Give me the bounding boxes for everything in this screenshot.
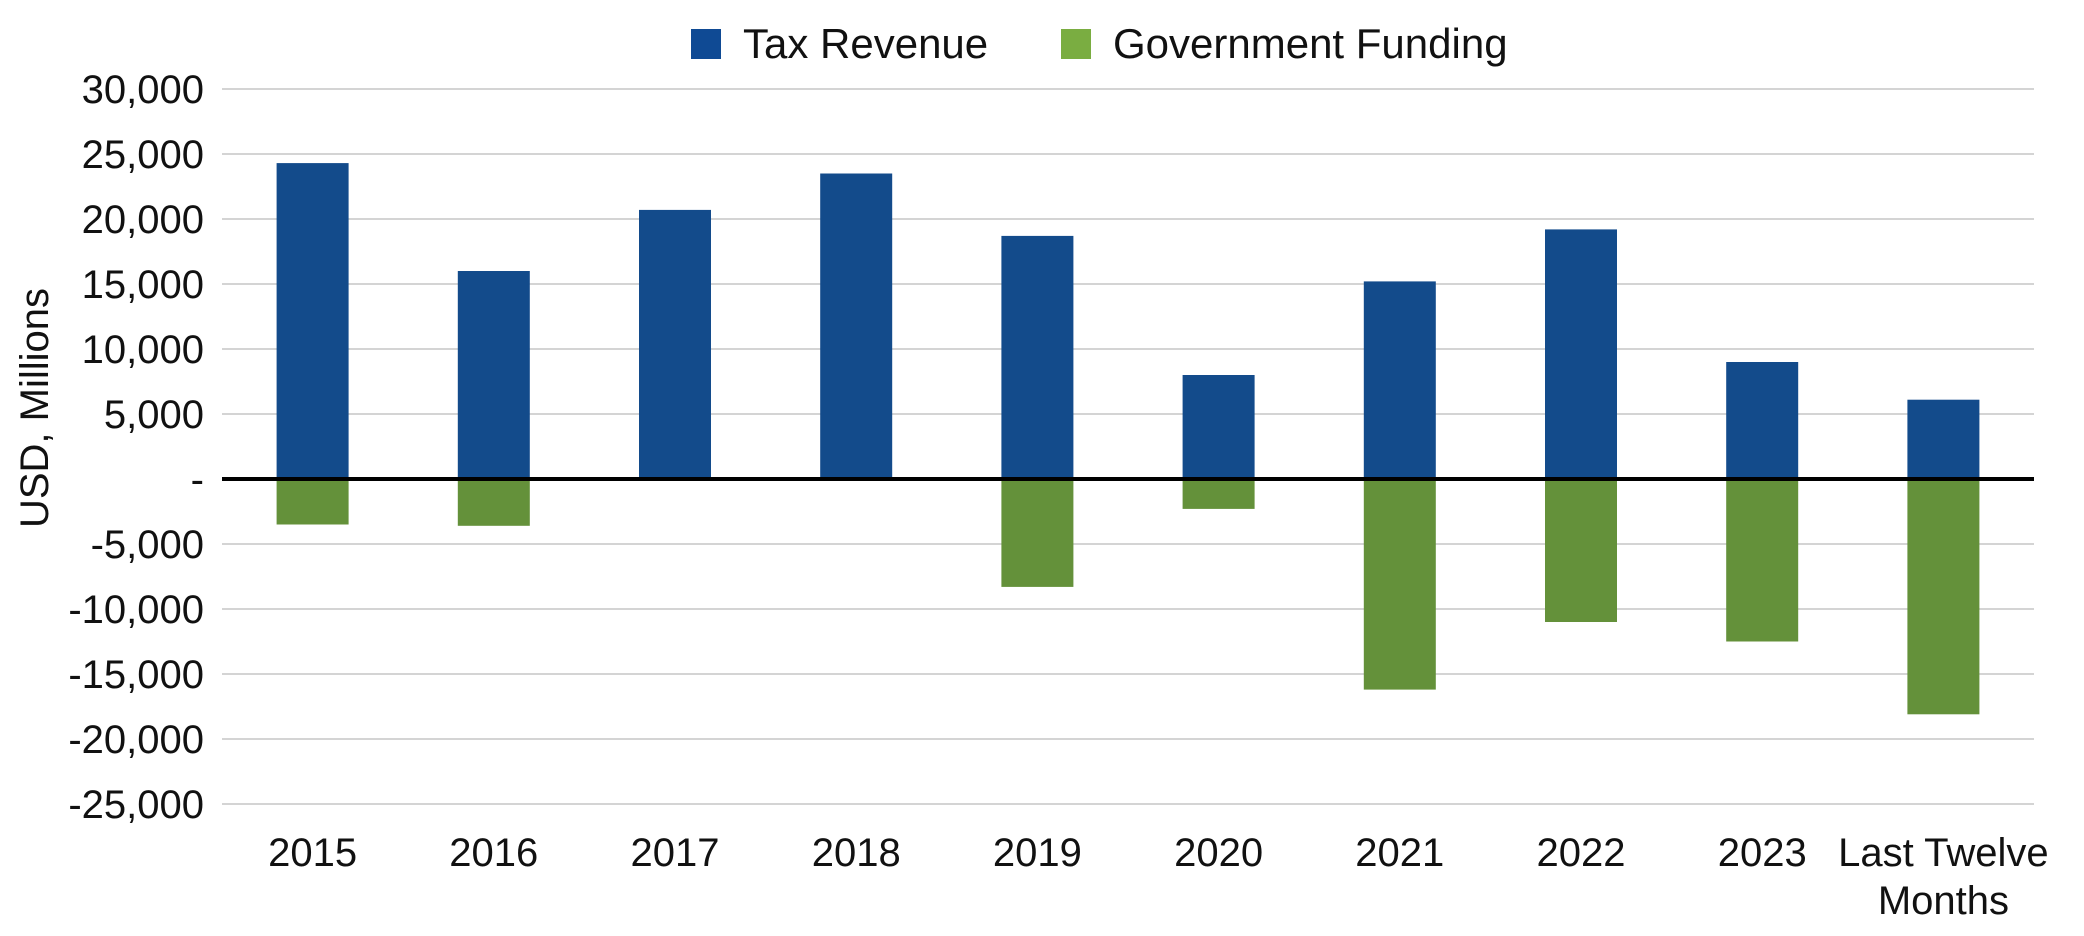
legend-swatch-tax-revenue xyxy=(691,29,721,59)
x-tick-label: 2020 xyxy=(1174,831,1263,875)
bar-government-funding-6 xyxy=(1363,479,1436,690)
x-tick-label: Last Twelve Months xyxy=(1838,831,2049,923)
bar-government-funding-0 xyxy=(276,479,349,525)
bar-government-funding-7 xyxy=(1545,479,1617,622)
bar-tax-revenue-1 xyxy=(457,271,530,479)
y-tick-label: -10,000 xyxy=(68,588,204,632)
y-tick-label: 25,000 xyxy=(82,133,204,177)
bar-tax-revenue-0 xyxy=(276,163,349,479)
x-tick-labels: 2015 2016 2017 2018 2019 2020 2021 2022 2023 Last… xyxy=(268,831,2049,923)
bar-government-funding-1 xyxy=(457,479,530,526)
bar-tax-revenue-7 xyxy=(1545,229,1617,479)
y-tick-label: - xyxy=(191,458,204,502)
y-tick-label: -20,000 xyxy=(68,718,204,762)
x-tick-label: 2021 xyxy=(1355,831,1444,875)
y-tick-labels: 30,000 25,000 20,000 15,000 10,000 5,000 - -5,0… xyxy=(68,68,204,827)
y-tick-label: -15,000 xyxy=(68,653,204,697)
bar-government-funding-9 xyxy=(1907,479,1980,715)
y-axis-title: USD, Millions xyxy=(13,288,57,528)
bar-tax-revenue-6 xyxy=(1363,281,1436,479)
x-tick-label: 2018 xyxy=(812,831,901,875)
legend-label-government-funding: Government Funding xyxy=(1113,20,1508,67)
bars xyxy=(276,163,1980,715)
y-tick-label: -5,000 xyxy=(91,523,204,567)
y-tick-label: 15,000 xyxy=(82,263,204,307)
x-tick-label: 2016 xyxy=(449,831,538,875)
bar-tax-revenue-9 xyxy=(1907,399,1980,479)
x-tick-label: 2017 xyxy=(631,831,720,875)
y-tick-label: -25,000 xyxy=(68,783,204,827)
bar-government-funding-5 xyxy=(1182,479,1255,509)
y-tick-label: 20,000 xyxy=(82,198,204,242)
x-tick-label: 2015 xyxy=(268,831,357,875)
x-tick-label: 2023 xyxy=(1718,831,1807,875)
bar-tax-revenue-4 xyxy=(1001,235,1074,479)
bar-tax-revenue-2 xyxy=(639,209,711,479)
bar-tax-revenue-3 xyxy=(820,173,893,479)
bar-government-funding-4 xyxy=(1001,479,1074,587)
y-tick-label: 10,000 xyxy=(82,328,204,372)
bar-tax-revenue-5 xyxy=(1182,375,1255,479)
legend: Tax Revenue Government Funding xyxy=(691,20,1508,67)
bar-government-funding-8 xyxy=(1726,479,1799,642)
legend-label-tax-revenue: Tax Revenue xyxy=(743,20,988,67)
x-tick-label: 2022 xyxy=(1537,831,1626,875)
y-tick-label: 30,000 xyxy=(82,68,204,112)
legend-swatch-government-funding xyxy=(1061,29,1091,59)
y-tick-label: 5,000 xyxy=(104,393,204,437)
x-tick-label: 2019 xyxy=(993,831,1082,875)
bar-tax-revenue-8 xyxy=(1726,362,1799,479)
